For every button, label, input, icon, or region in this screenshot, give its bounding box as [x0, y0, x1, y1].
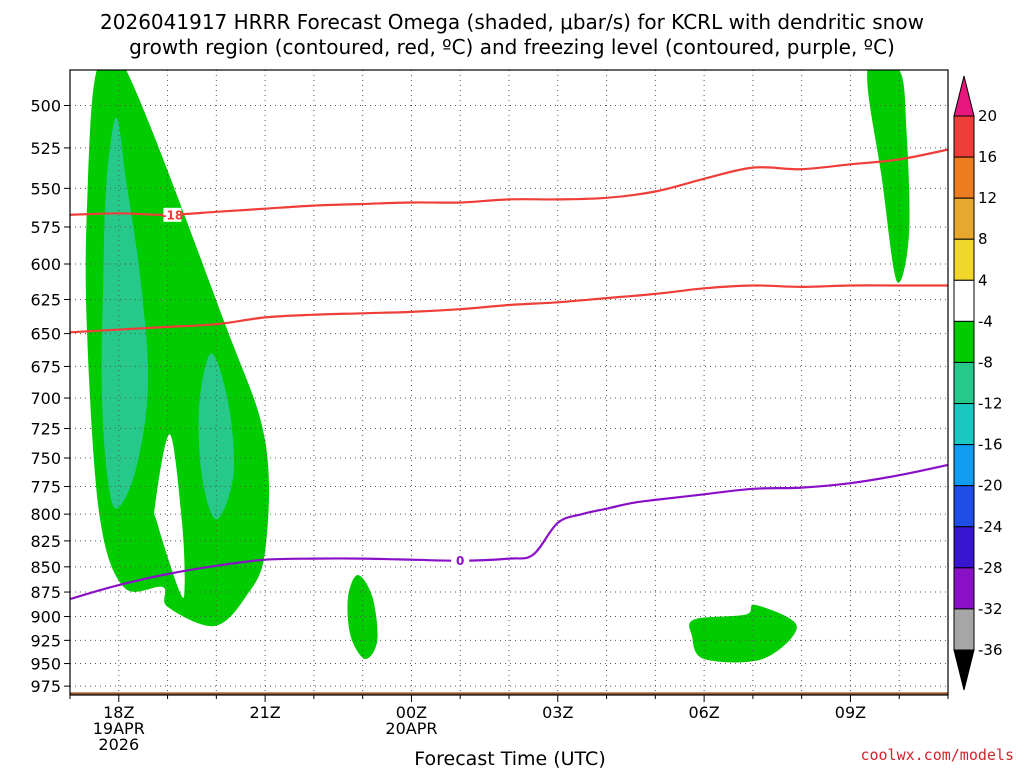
colorbar-bin--4-to-4 — [953, 279, 975, 322]
colorbar-label: 12 — [978, 189, 997, 207]
colorbar: 20 16 12 8 4 -4 -8 -12 -16 -20 -24 -28 -32 -36 — [953, 75, 1003, 691]
y-tick-label: 675 — [30, 357, 61, 376]
y-tick-label: 850 — [30, 558, 61, 577]
colorbar-bin--24-to--20 — [953, 485, 975, 528]
x-axis-label: Forecast Time (UTC) — [414, 748, 605, 768]
y-tick-label: 825 — [30, 532, 61, 551]
colorbar-bin-8-to-12 — [953, 197, 975, 240]
colorbar-bin--32-to--28 — [953, 567, 975, 610]
omega-region-main-core-west — [101, 117, 149, 509]
omega-region-main-gap-east — [154, 434, 185, 598]
colorbar-bin--28-to--24 — [953, 526, 975, 569]
colorbar-bin--20-to--16 — [953, 444, 975, 487]
colorbar-label: -20 — [978, 477, 1003, 495]
y-tick-label: 500 — [30, 96, 61, 115]
x-tick-label: 2026 — [98, 735, 139, 754]
colorbar-label: -12 — [978, 395, 1003, 413]
chart-title-line-1: 2026041917 HRRR Forecast Omega (shaded, … — [100, 10, 924, 34]
colorbar-bin--8-to--4 — [953, 320, 975, 363]
dgz-isotherm-minus18-label: -18 — [162, 208, 184, 222]
pressure-axis: 500 525 550 575 600 625 650 675 700 725 750 775 800 8… — [30, 96, 70, 696]
colorbar-bin--16-to--12 — [953, 403, 975, 446]
freezing-level-line-label-bg — [451, 553, 470, 568]
y-tick-label: 725 — [30, 420, 61, 439]
y-tick-label: 875 — [30, 583, 61, 602]
colorbar-label: 16 — [978, 148, 997, 166]
y-tick-label: 625 — [30, 291, 61, 310]
y-tick-label: 600 — [30, 255, 61, 274]
freezing-level-line — [70, 463, 948, 601]
y-tick-label: 975 — [30, 677, 61, 696]
plot-area: -18 0 — [69, 69, 949, 696]
dgz-isotherm-minus18 — [70, 148, 948, 216]
colorbar-label: -24 — [978, 518, 1003, 536]
chart-title-line-2: growth region (contoured, red, ºC) and f… — [129, 35, 895, 59]
colorbar-bin-16-to-20 — [953, 115, 975, 158]
x-tick-label: 20APR — [385, 719, 437, 738]
y-tick-label: 800 — [30, 505, 61, 524]
y-tick-label: 525 — [30, 139, 61, 158]
colorbar-label: -36 — [978, 641, 1003, 659]
colorbar-label: -16 — [978, 436, 1003, 454]
colorbar-bin-4-to-8 — [953, 238, 975, 281]
y-tick-label: 775 — [30, 478, 61, 497]
freezing-level-line-label: 0 — [456, 554, 464, 568]
colorbar-label: -32 — [978, 600, 1003, 618]
x-tick-label: 19APR — [93, 719, 145, 738]
omega-region-upper-cell-0930z — [867, 70, 910, 283]
x-tick-label: 18Z — [103, 703, 134, 722]
credit-text[interactable]: coolwx.com/models — [860, 746, 1014, 764]
terrain-strip — [70, 692, 948, 695]
colorbar-label: -4 — [978, 312, 993, 330]
x-tick-label: 06Z — [688, 703, 719, 722]
x-tick-label: 03Z — [542, 703, 573, 722]
x-tick-label: 09Z — [835, 703, 866, 722]
dgz-isotherm-minus12 — [70, 284, 948, 334]
colorbar-bin--36-to--32 — [953, 608, 975, 651]
y-tick-label: 950 — [30, 655, 61, 674]
colorbar-bin-20-to-24 — [953, 75, 975, 117]
y-tick-label: 900 — [30, 608, 61, 627]
dgz-isotherm-minus18-label-bg — [163, 207, 182, 222]
y-tick-label: 700 — [30, 389, 61, 408]
omega-region-cell-0630z — [689, 604, 797, 663]
colorbar-label: 20 — [978, 107, 997, 125]
omega-shading — [85, 70, 910, 663]
colorbar-label: 4 — [978, 271, 988, 289]
colorbar-bin-12-to-16 — [953, 156, 975, 199]
y-tick-label: 575 — [30, 218, 61, 237]
omega-region-main-core-east — [198, 353, 235, 520]
colorbar-bin--40-to--36 — [953, 649, 975, 691]
colorbar-bin--12-to--8 — [953, 361, 975, 405]
colorbar-label: -8 — [978, 353, 993, 371]
colorbar-label: 8 — [978, 230, 988, 248]
colorbar-label: -28 — [978, 559, 1003, 577]
y-tick-label: 925 — [30, 631, 61, 650]
x-tick-label: 21Z — [249, 703, 280, 722]
x-tick-label: 00Z — [396, 703, 427, 722]
y-tick-label: 750 — [30, 449, 61, 468]
y-tick-label: 650 — [30, 325, 61, 344]
omega-region-small-cell-2250z — [347, 575, 378, 660]
y-tick-label: 550 — [30, 179, 61, 198]
contour-lines: -18 0 — [70, 148, 948, 601]
